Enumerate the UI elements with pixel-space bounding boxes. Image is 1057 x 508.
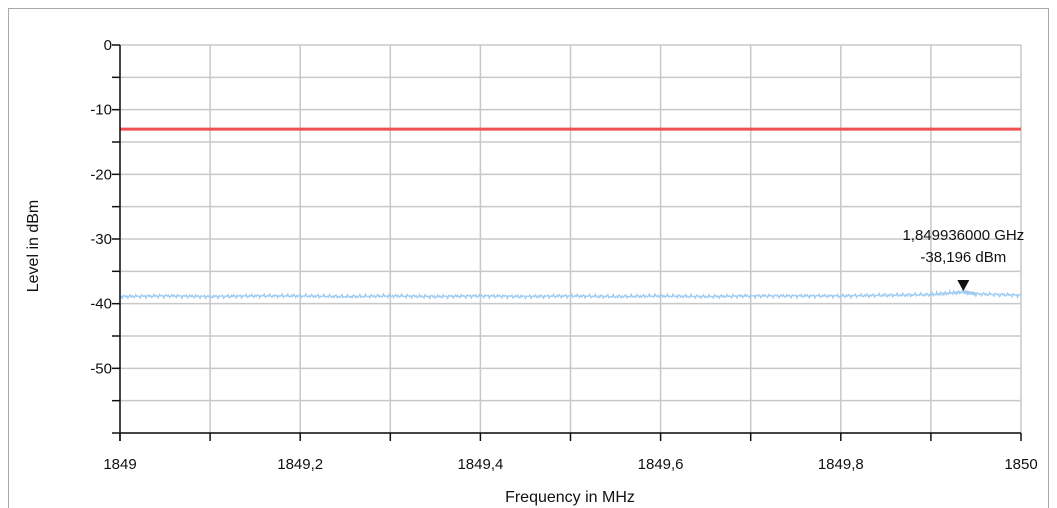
x-tick-label: 1849,8 [818,456,864,473]
x-tick-label: 1849,6 [638,456,684,473]
marker-frequency-label: 1,849936000 GHz [902,227,1024,244]
axes [112,44,1022,441]
y-tick-label: -40 [90,296,112,313]
x-axis-title: Frequency in MHz [505,489,635,506]
trace-group [119,287,1022,300]
y-tick-label: -30 [90,231,112,248]
x-tick-label: 1849,2 [277,456,323,473]
marker-level-label: -38,196 dBm [920,249,1006,266]
x-tick-label: 1849,4 [457,456,503,473]
marker-group: 1,849936000 GHz -38,196 dBm [902,227,1024,292]
y-tick-label: -20 [90,166,112,183]
y-tick-label: -10 [90,102,112,119]
y-tick-label: -50 [90,360,112,377]
marker-triangle [957,280,970,292]
tick-labels: 0 -10 -20 -30 -40 -50 1849 1849,2 1849,4 1849,6 18… [90,37,1037,473]
grid [119,44,1022,434]
chart-frame [8,8,1049,508]
trace-line [119,287,1022,300]
x-tick-label: 1849 [103,456,136,473]
y-axis-title: Level in dBm [25,200,42,293]
x-tick-label: 1850 [1004,456,1037,473]
y-tick-label: 0 [104,37,112,54]
